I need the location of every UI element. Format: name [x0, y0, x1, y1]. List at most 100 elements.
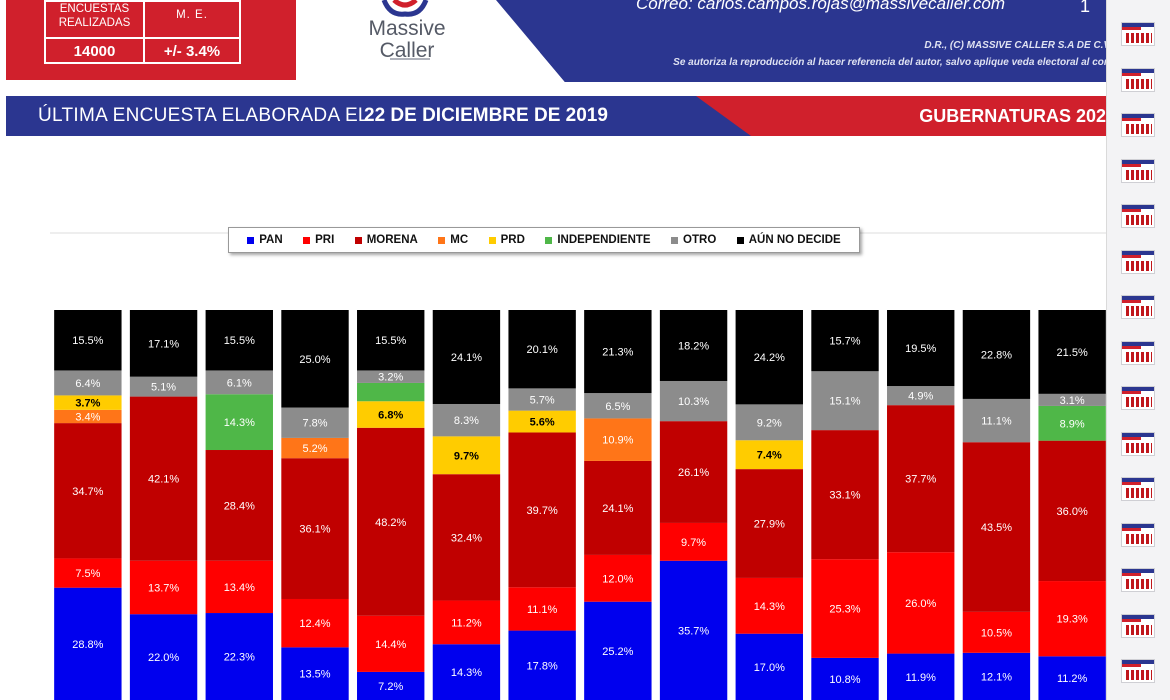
data-label: 28.4% [224, 500, 255, 512]
thumb-bars [1126, 397, 1152, 407]
bar-segment [887, 386, 955, 406]
data-label: 36.0% [1057, 506, 1088, 518]
slide-thumbnail-strip[interactable] [1106, 0, 1170, 700]
bar-segment [54, 370, 122, 396]
bar-segment [357, 671, 425, 700]
bar-segment [811, 310, 879, 372]
data-label: 10.3% [678, 396, 709, 408]
header-blue-band [540, 0, 1120, 82]
thumb-accent [1122, 300, 1142, 303]
logo-tagline-mark [390, 58, 430, 60]
survey-date-prefix: ÚLTIMA ENCUESTA ELABORADA EL [38, 105, 369, 126]
data-label: 35.7% [678, 625, 709, 637]
slide-thumbnail-icon[interactable] [1121, 568, 1155, 592]
data-label: 6.8% [378, 410, 403, 422]
bar-segment [357, 382, 425, 402]
thumb-bars [1126, 33, 1152, 43]
data-label: 14.3% [224, 417, 255, 429]
bar-segment [735, 404, 803, 441]
slide-thumbnail-icon[interactable] [1121, 295, 1155, 319]
data-label: 11.2% [451, 617, 482, 629]
data-label: 18.2% [678, 340, 709, 352]
data-label: 39.7% [527, 505, 558, 517]
data-label: 8.9% [1060, 418, 1085, 430]
data-label: 5.2% [302, 443, 327, 455]
slide-thumbnail-icon[interactable] [1121, 613, 1155, 638]
slide-thumbnail-icon[interactable] [1121, 113, 1155, 137]
data-label: 6.5% [605, 401, 630, 413]
data-label: 24.1% [602, 503, 633, 515]
data-label: 17.1% [148, 338, 179, 350]
bar-segment [1038, 393, 1106, 406]
data-label: 15.7% [829, 336, 860, 348]
data-label: 48.2% [375, 517, 406, 529]
bar-segment [584, 460, 652, 555]
data-label: 9.7% [681, 537, 706, 549]
thumb-header [1122, 205, 1154, 209]
slide-thumbnail-icon[interactable] [1121, 522, 1155, 547]
slide-thumbnail-icon[interactable] [1121, 340, 1155, 365]
bar-segment [962, 310, 1031, 399]
legend-swatch [488, 236, 496, 244]
bar-segment [508, 432, 576, 588]
bar-segment [659, 522, 728, 561]
data-label: 7.4% [757, 450, 782, 462]
title-bar-red [696, 96, 1136, 136]
thumb-accent [1122, 573, 1142, 576]
data-label: 7.8% [302, 418, 327, 430]
thumb-header [1122, 432, 1154, 437]
bar-segment [357, 370, 425, 383]
surveys-value: 14000 [46, 37, 143, 64]
bar-segment [54, 395, 122, 410]
bar-segment [735, 440, 803, 470]
bar-segment [584, 418, 652, 461]
logo-line-1: Massive [368, 17, 446, 40]
bar-segment [811, 430, 879, 560]
thumb-bars [1126, 579, 1152, 589]
margin-error-value: +/- 3.4% [143, 37, 239, 64]
bar-segment [962, 652, 1031, 700]
bar-segment [357, 310, 425, 371]
slide-thumbnail-icon[interactable] [1121, 659, 1155, 683]
bar-segment [281, 598, 349, 648]
data-label: 14.4% [375, 639, 406, 651]
slide-thumbnail-icon[interactable] [1121, 67, 1155, 92]
slide-thumbnail-icon[interactable] [1121, 249, 1155, 274]
slide-thumbnail-icon[interactable] [1121, 431, 1155, 456]
thumb-accent [1122, 391, 1142, 394]
thumb-bars [1126, 533, 1152, 544]
slide-thumbnail-icon[interactable] [1121, 477, 1155, 501]
authorization-notice: Se autoriza la reproducción al hacer ref… [673, 57, 1140, 68]
copyright-notice: D.R., (C) MASSIVE CALLER S.A DE C.V. [924, 40, 1112, 51]
survey-date: 22 DE DICIEMBRE DE 2019 [364, 105, 608, 126]
data-label: 36.1% [299, 524, 330, 536]
slide-thumbnail-icon[interactable] [1121, 158, 1155, 183]
data-label: 10.8% [829, 674, 860, 686]
thumb-accent [1122, 163, 1142, 167]
legend-swatch [303, 236, 311, 244]
thumb-header [1122, 114, 1154, 118]
data-label: 24.2% [754, 352, 785, 364]
slide-thumbnail-icon[interactable] [1121, 386, 1155, 410]
data-label: 6.4% [75, 378, 100, 390]
thumb-bars [1126, 624, 1152, 635]
bar-segment [205, 370, 273, 395]
bar-segment [508, 388, 576, 411]
slide-thumbnail-icon[interactable] [1121, 204, 1155, 228]
data-label: 34.7% [72, 486, 103, 498]
thumb-bars [1126, 351, 1152, 362]
bar-segment [811, 657, 879, 700]
bar-segment [508, 630, 576, 700]
bar-segment [1038, 656, 1106, 700]
bar-segment [811, 559, 879, 658]
slide-thumbnail-icon[interactable] [1121, 22, 1155, 46]
bar-segment [659, 560, 728, 700]
bar-segment [962, 611, 1031, 653]
data-label: 3.4% [75, 411, 100, 423]
logo-text: Massive Caller [348, 18, 466, 62]
bar-segment [281, 437, 349, 459]
data-label: 15.1% [829, 396, 860, 408]
thumb-accent [1122, 482, 1142, 485]
bar-segment [129, 396, 198, 561]
thumb-bars [1126, 78, 1152, 89]
